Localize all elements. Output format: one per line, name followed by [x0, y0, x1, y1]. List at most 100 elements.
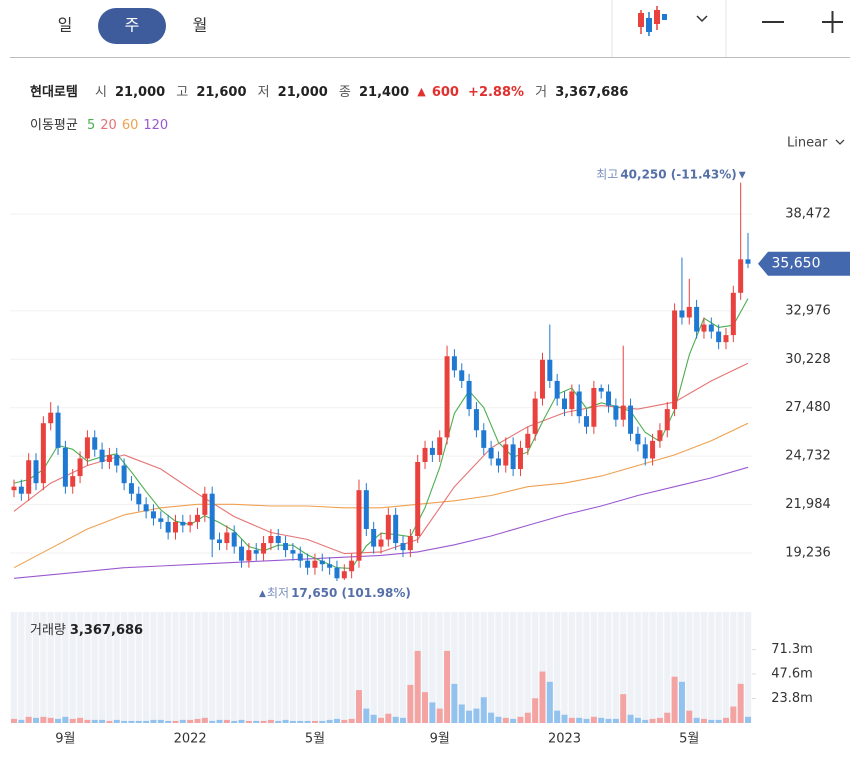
volume-bar [201, 717, 208, 723]
volume-tick-label: 23.8m [771, 691, 813, 706]
volume-column-bg [722, 612, 729, 723]
volume-bar [693, 717, 700, 723]
ma-line [13, 466, 749, 579]
volume-bar [55, 718, 62, 723]
last-price-tag [758, 251, 850, 276]
candle-body [305, 560, 311, 568]
volume-bar [121, 720, 128, 723]
volume-bar [333, 718, 340, 723]
volume-bar [99, 719, 106, 723]
volume-column-bg [187, 612, 194, 723]
volume-bar [700, 718, 707, 723]
candle-body [503, 444, 509, 466]
volume-column-bg [429, 612, 436, 723]
candle-body [650, 440, 656, 459]
volume-bar [128, 720, 135, 723]
y-tick-label: 32,976 [785, 303, 831, 318]
volume-bar [216, 719, 223, 723]
chart-type-button[interactable] [638, 6, 708, 36]
candle-body [290, 550, 296, 554]
scale-selector[interactable]: Linear [787, 136, 845, 151]
high-arrow: ▼ [739, 170, 746, 180]
volume-bar [583, 718, 590, 723]
volume-bar [69, 718, 76, 723]
volume-bar [231, 720, 238, 723]
candle-body [268, 536, 274, 544]
period-tab[interactable]: 주 [125, 16, 140, 35]
volume-column-bg [113, 612, 120, 723]
volume-bar [722, 717, 729, 723]
volume-column-bg [260, 612, 267, 723]
zoom-in-button[interactable] [822, 11, 843, 33]
change: 600 [432, 85, 459, 100]
volume-column-bg [69, 612, 76, 723]
candle-body [437, 437, 443, 455]
volume-column-bg [495, 612, 502, 723]
volume-bar [150, 719, 157, 723]
volume-bar [524, 712, 531, 723]
volume-bar [363, 708, 370, 723]
volume-bar [708, 719, 715, 723]
ma-legend-item: 5 [87, 118, 95, 133]
candle-body [444, 356, 450, 438]
volume-column-bg [106, 612, 113, 723]
candle-body [525, 433, 531, 448]
volume-column-bg [245, 612, 252, 723]
candle-body [261, 543, 267, 554]
candle-body [473, 409, 479, 431]
candle-body [121, 465, 127, 484]
candle-body [393, 514, 399, 544]
volume-column-bg [730, 612, 737, 723]
candle-body [158, 518, 164, 522]
volume-column-bg [25, 612, 32, 723]
volume-bar [392, 716, 399, 723]
x-tick-label: 2022 [174, 732, 207, 747]
volume-bar [77, 717, 84, 723]
scale-label: Linear [787, 136, 828, 151]
x-tick-label: 5월 [305, 732, 325, 747]
high-label: 최고 [596, 167, 618, 181]
volume-column-bg [708, 612, 715, 723]
volume-column-bg [355, 612, 362, 723]
candle-body [253, 550, 259, 554]
volume-column-bg [664, 612, 671, 723]
volume-bar [495, 716, 502, 723]
period-tab[interactable]: 일 [58, 16, 73, 35]
volume-bar [627, 714, 634, 723]
y-tick-label: 30,228 [785, 352, 831, 367]
x-tick-label: 5월 [679, 732, 699, 747]
candle-body [422, 447, 428, 462]
volume-bar [187, 719, 194, 723]
candle-body [429, 447, 435, 455]
volume-bar [209, 720, 216, 723]
volume-column-bg [172, 612, 179, 723]
active-tab-pill [98, 8, 166, 44]
volume-column-bg [598, 612, 605, 723]
volume-bar [400, 717, 407, 723]
volume-bar [179, 719, 186, 723]
volume-bar [686, 710, 693, 723]
candle-body [40, 423, 46, 484]
candle-body [327, 564, 333, 568]
candle-body [517, 447, 523, 470]
candle-body [694, 306, 700, 332]
candle-body [371, 528, 377, 547]
period-tab[interactable]: 월 [193, 16, 208, 35]
volume-column-bg [649, 612, 656, 723]
candle-body [275, 536, 281, 544]
volume-bar [642, 719, 649, 723]
volume-bar [223, 719, 230, 723]
candle-body [576, 391, 582, 417]
volume-column-bg [47, 612, 54, 723]
volume-bar [532, 698, 539, 723]
volume-column-bg [55, 612, 62, 723]
candle-body [716, 331, 722, 343]
y-tick-label: 24,732 [785, 449, 831, 464]
field-label: 종 [339, 85, 351, 100]
volume-bar [612, 718, 619, 723]
candle-body [217, 539, 223, 544]
volume-column-bg [326, 612, 333, 723]
volume-column-bg [33, 612, 40, 723]
candle-body [114, 454, 120, 466]
volume-bar [664, 712, 671, 723]
